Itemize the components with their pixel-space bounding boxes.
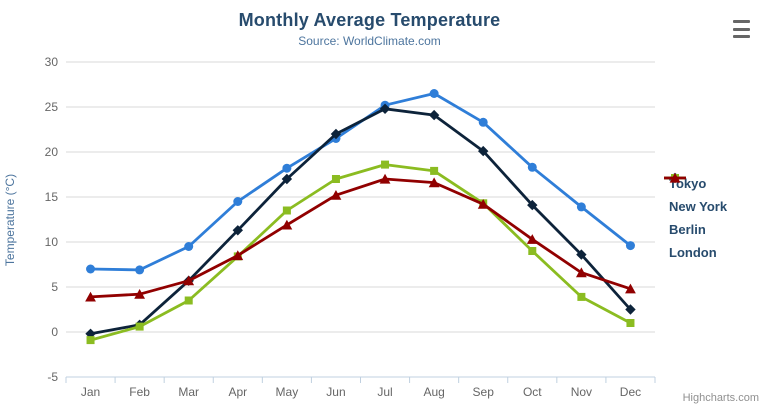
series-tokyo [86,89,635,275]
x-axis-label: May [276,385,299,399]
series-line-london [89,177,632,299]
y-axis-label: 5 [51,280,58,294]
x-axis-label: Sep [473,385,495,399]
point-berlin-oct[interactable] [528,247,537,255]
hamburger-icon [733,27,750,31]
legend-label: New York [669,199,728,214]
point-london-oct[interactable] [526,234,538,244]
y-axis-title: Temperature (°C) [3,174,17,266]
point-london-sep[interactable] [477,199,489,209]
hamburger-icon [733,35,750,38]
x-axis-label: Aug [423,385,444,399]
point-berlin-dec[interactable] [626,319,635,327]
point-london-mar[interactable] [183,275,195,286]
point-tokyo-apr[interactable] [233,197,243,206]
triangle-marker-icon [664,172,686,183]
point-london-jul[interactable] [379,173,391,184]
legend-item-berlin[interactable]: Berlin [664,174,727,241]
x-axis-label: Nov [571,385,592,399]
chart-subtitle: Source: WorldClimate.com [298,34,441,48]
point-london-nov[interactable] [575,267,587,278]
point-new-york-may[interactable] [281,173,293,185]
y-axis-label: 10 [45,235,59,249]
point-new-york-jun[interactable] [330,128,342,140]
point-berlin-feb[interactable] [135,322,144,331]
point-berlin-aug[interactable] [430,166,439,175]
point-berlin-jun[interactable] [331,175,340,183]
point-berlin-mar[interactable] [184,296,193,305]
y-axis-label: 30 [45,55,59,69]
series-line-berlin [89,163,632,342]
y-axis-label: 20 [45,145,59,159]
point-tokyo-jan[interactable] [86,264,96,274]
credits-link[interactable]: Highcharts.com [682,392,759,404]
point-tokyo-feb[interactable] [135,265,145,275]
x-axis-label: Dec [620,385,641,399]
point-new-york-dec[interactable] [625,304,636,315]
series-london [85,173,636,302]
point-new-york-oct[interactable] [527,199,538,211]
x-axis-label: Jun [326,385,345,399]
x-axis-label: Apr [228,385,247,399]
y-axis-label: 25 [45,100,59,114]
point-berlin-jan[interactable] [86,336,95,345]
y-axis-label: 15 [45,190,59,204]
point-berlin-nov[interactable] [577,292,586,301]
legend-item-london[interactable]: London [664,172,727,264]
x-axis-label: Mar [178,385,199,399]
legend: Tokyo New York Berlin London [664,172,727,264]
point-tokyo-mar[interactable] [184,242,194,251]
series-line-new-york [89,107,632,336]
point-tokyo-sep[interactable] [478,117,488,127]
point-london-dec[interactable] [625,283,636,294]
point-london-apr[interactable] [232,250,244,261]
chart-title: Monthly Average Temperature [238,10,501,30]
x-axis-label: Feb [129,385,150,399]
point-berlin-jul[interactable] [381,160,390,169]
point-tokyo-aug[interactable] [429,89,439,98]
x-axis-label: Oct [523,385,542,399]
point-new-york-nov[interactable] [576,249,587,260]
point-berlin-may[interactable] [282,206,291,215]
point-new-york-jul[interactable] [379,103,391,114]
series-new-york [85,103,636,339]
x-axis-label: Jul [377,385,392,399]
legend-label: Berlin [669,222,706,237]
point-tokyo-oct[interactable] [527,162,537,172]
point-new-york-apr[interactable] [232,225,243,236]
point-london-may[interactable] [281,219,293,230]
y-axis-label: -5 [47,370,58,384]
point-new-york-aug[interactable] [428,109,440,121]
point-tokyo-dec[interactable] [625,241,635,251]
point-london-aug[interactable] [428,177,440,188]
export-menu-button[interactable] [733,20,757,38]
legend-label: London [669,245,717,260]
y-axis-label: 0 [51,325,58,339]
point-london-feb[interactable] [134,289,146,299]
x-axis-label: Jan [81,385,100,399]
point-london-jun[interactable] [330,190,342,200]
point-new-york-sep[interactable] [478,145,489,157]
legend-marker-london [669,172,681,183]
legend-item-new-york[interactable]: New York [664,172,728,218]
point-tokyo-may[interactable] [282,163,292,173]
point-london-jan[interactable] [85,291,96,302]
point-tokyo-nov[interactable] [576,202,586,212]
hamburger-icon [733,20,750,23]
